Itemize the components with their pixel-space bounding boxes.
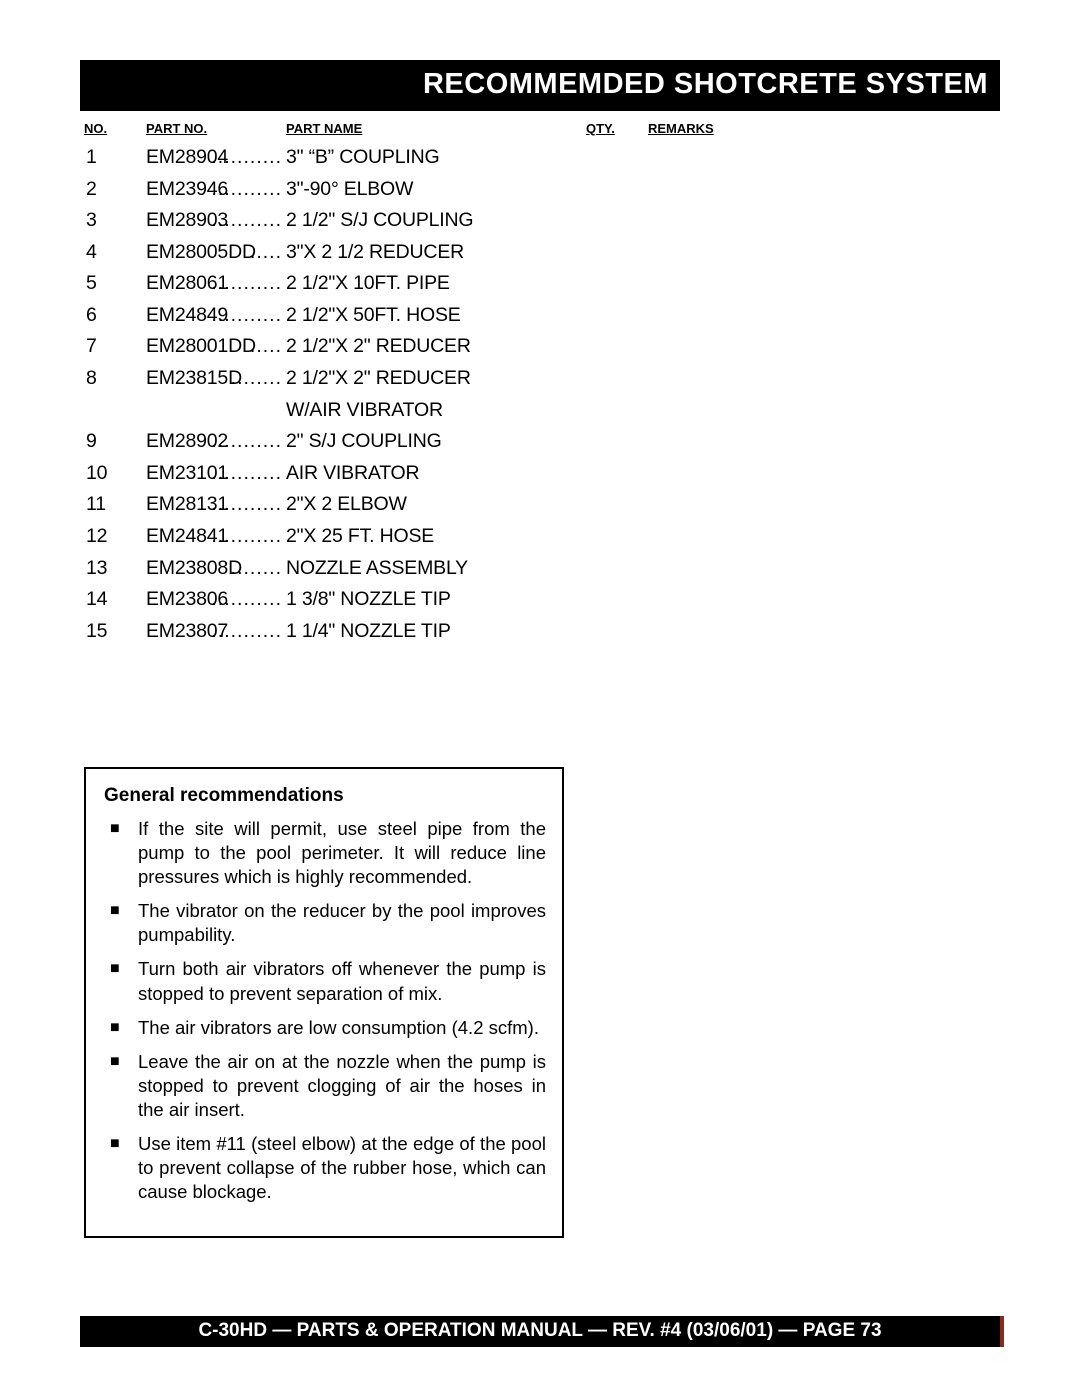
table-row: 1EM28904...........3" “B” COUPLING: [84, 142, 1000, 174]
page-title-bar: RECOMMEMDED SHOTCRETE SYSTEM: [80, 60, 1000, 111]
cell-part-name: 2 1/2"X 2" REDUCER: [286, 331, 1000, 363]
cell-no: 5: [84, 268, 146, 300]
list-item: Turn both air vibrators off whenever the…: [104, 957, 546, 1005]
table-row: 14EM23806...........1 3/8" NOZZLE TIP: [84, 584, 1000, 616]
cell-part-name: 2"X 2 ELBOW: [286, 489, 1000, 521]
leader-dots: .....: [250, 331, 282, 363]
leader-dots: ........: [231, 553, 282, 585]
cell-part-no: EM24841...........: [146, 521, 286, 553]
cell-no: 8: [84, 363, 146, 395]
cell-no: 1: [84, 142, 146, 174]
cell-part-name: 2" S/J COUPLING: [286, 426, 1000, 458]
cell-part-name: 2 1/2" S/J COUPLING: [286, 205, 1000, 237]
table-row: 11EM28131...........2"X 2 ELBOW: [84, 489, 1000, 521]
table-row: 3EM28903...........2 1/2" S/J COUPLING: [84, 205, 1000, 237]
list-item: Leave the air on at the nozzle when the …: [104, 1050, 546, 1122]
table-row: 12EM24841...........2"X 25 FT. HOSE: [84, 521, 1000, 553]
header-remarks: REMARKS: [648, 121, 1000, 136]
cell-part-name: 2 1/2"X 2" REDUCER: [286, 363, 1000, 395]
leader-dots: ...........: [211, 268, 282, 300]
cell-part-no: EM28001DD.....: [146, 331, 286, 363]
table-row: W/AIR VIBRATOR: [84, 395, 1000, 427]
recommendations-title: General recommendations: [104, 785, 546, 807]
leader-dots: ...........: [211, 458, 282, 490]
cell-part-name: 3"X 2 1/2 REDUCER: [286, 237, 1000, 269]
cell-part-no: EM28061...........: [146, 268, 286, 300]
leader-dots: ...........: [211, 142, 282, 174]
cell-no: 15: [84, 616, 146, 648]
cell-part-no: EM28903...........: [146, 205, 286, 237]
parts-list: 1EM28904...........3" “B” COUPLING2EM239…: [80, 142, 1000, 647]
cell-part-name: 1 1/4" NOZZLE TIP: [286, 616, 1000, 648]
cell-no: 14: [84, 584, 146, 616]
header-part-no: PART NO.: [146, 121, 286, 136]
cell-part-no: [146, 395, 286, 427]
cell-part-no: EM23946...........: [146, 174, 286, 206]
recommendations-list: If the site will permit, use steel pipe …: [104, 817, 546, 1204]
parts-table-header: NO. PART NO. PART NAME QTY. REMARKS: [80, 121, 1000, 136]
table-row: 13EM23808D........NOZZLE ASSEMBLY: [84, 553, 1000, 585]
leader-dots: ...........: [211, 489, 282, 521]
cell-no: 13: [84, 553, 146, 585]
cell-no: [84, 395, 146, 427]
list-item: Use item #11 (steel elbow) at the edge o…: [104, 1132, 546, 1204]
leader-dots: ...........: [211, 584, 282, 616]
table-row: 4EM28005DD.....3"X 2 1/2 REDUCER: [84, 237, 1000, 269]
leader-dots: ...........: [211, 616, 282, 648]
cell-no: 7: [84, 331, 146, 363]
cell-no: 12: [84, 521, 146, 553]
cell-part-name: 3" “B” COUPLING: [286, 142, 1000, 174]
leader-dots: ...........: [211, 521, 282, 553]
table-row: 8EM23815D........2 1/2"X 2" REDUCER: [84, 363, 1000, 395]
page-footer: C-30HD — PARTS & OPERATION MANUAL — REV.…: [80, 1316, 1000, 1347]
cell-no: 9: [84, 426, 146, 458]
cell-part-no: EM23101...........: [146, 458, 286, 490]
cell-part-no: EM28902...........: [146, 426, 286, 458]
header-no: NO.: [84, 121, 146, 136]
cell-part-name: 2"X 25 FT. HOSE: [286, 521, 1000, 553]
leader-dots: .....: [250, 237, 282, 269]
cell-no: 6: [84, 300, 146, 332]
list-item: The air vibrators are low consumption (4…: [104, 1016, 546, 1040]
cell-no: 2: [84, 174, 146, 206]
leader-dots: ........: [231, 363, 282, 395]
header-qty: QTY.: [586, 121, 648, 136]
table-row: 10EM23101...........AIR VIBRATOR: [84, 458, 1000, 490]
cell-part-name: 2 1/2"X 10FT. PIPE: [286, 268, 1000, 300]
table-row: 6EM24849...........2 1/2"X 50FT. HOSE: [84, 300, 1000, 332]
cell-part-no: EM24849...........: [146, 300, 286, 332]
table-row: 5EM28061...........2 1/2"X 10FT. PIPE: [84, 268, 1000, 300]
table-row: 15EM23807...........1 1/4" NOZZLE TIP: [84, 616, 1000, 648]
cell-part-no: EM23808D........: [146, 553, 286, 585]
cell-part-name: W/AIR VIBRATOR: [286, 395, 1000, 427]
cell-part-name: 1 3/8" NOZZLE TIP: [286, 584, 1000, 616]
cell-no: 10: [84, 458, 146, 490]
leader-dots: ...........: [211, 205, 282, 237]
cell-part-no: EM23806...........: [146, 584, 286, 616]
cell-part-name: 3"-90° ELBOW: [286, 174, 1000, 206]
cell-no: 4: [84, 237, 146, 269]
cell-no: 11: [84, 489, 146, 521]
leader-dots: ...........: [211, 426, 282, 458]
cell-part-name: AIR VIBRATOR: [286, 458, 1000, 490]
cell-part-no: EM28904...........: [146, 142, 286, 174]
cell-part-no: EM28131...........: [146, 489, 286, 521]
cell-part-name: 2 1/2"X 50FT. HOSE: [286, 300, 1000, 332]
header-name: PART NAME: [286, 121, 586, 136]
recommendations-box: General recommendations If the site will…: [84, 767, 564, 1238]
table-row: 2EM23946...........3"-90° ELBOW: [84, 174, 1000, 206]
list-item: The vibrator on the reducer by the pool …: [104, 899, 546, 947]
cell-part-name: NOZZLE ASSEMBLY: [286, 553, 1000, 585]
cell-part-no: EM23807...........: [146, 616, 286, 648]
cell-no: 3: [84, 205, 146, 237]
cell-part-no: EM28005DD.....: [146, 237, 286, 269]
table-row: 7EM28001DD.....2 1/2"X 2" REDUCER: [84, 331, 1000, 363]
table-row: 9EM28902...........2" S/J COUPLING: [84, 426, 1000, 458]
leader-dots: ...........: [211, 174, 282, 206]
leader-dots: ...........: [211, 300, 282, 332]
list-item: If the site will permit, use steel pipe …: [104, 817, 546, 889]
cell-part-no: EM23815D........: [146, 363, 286, 395]
